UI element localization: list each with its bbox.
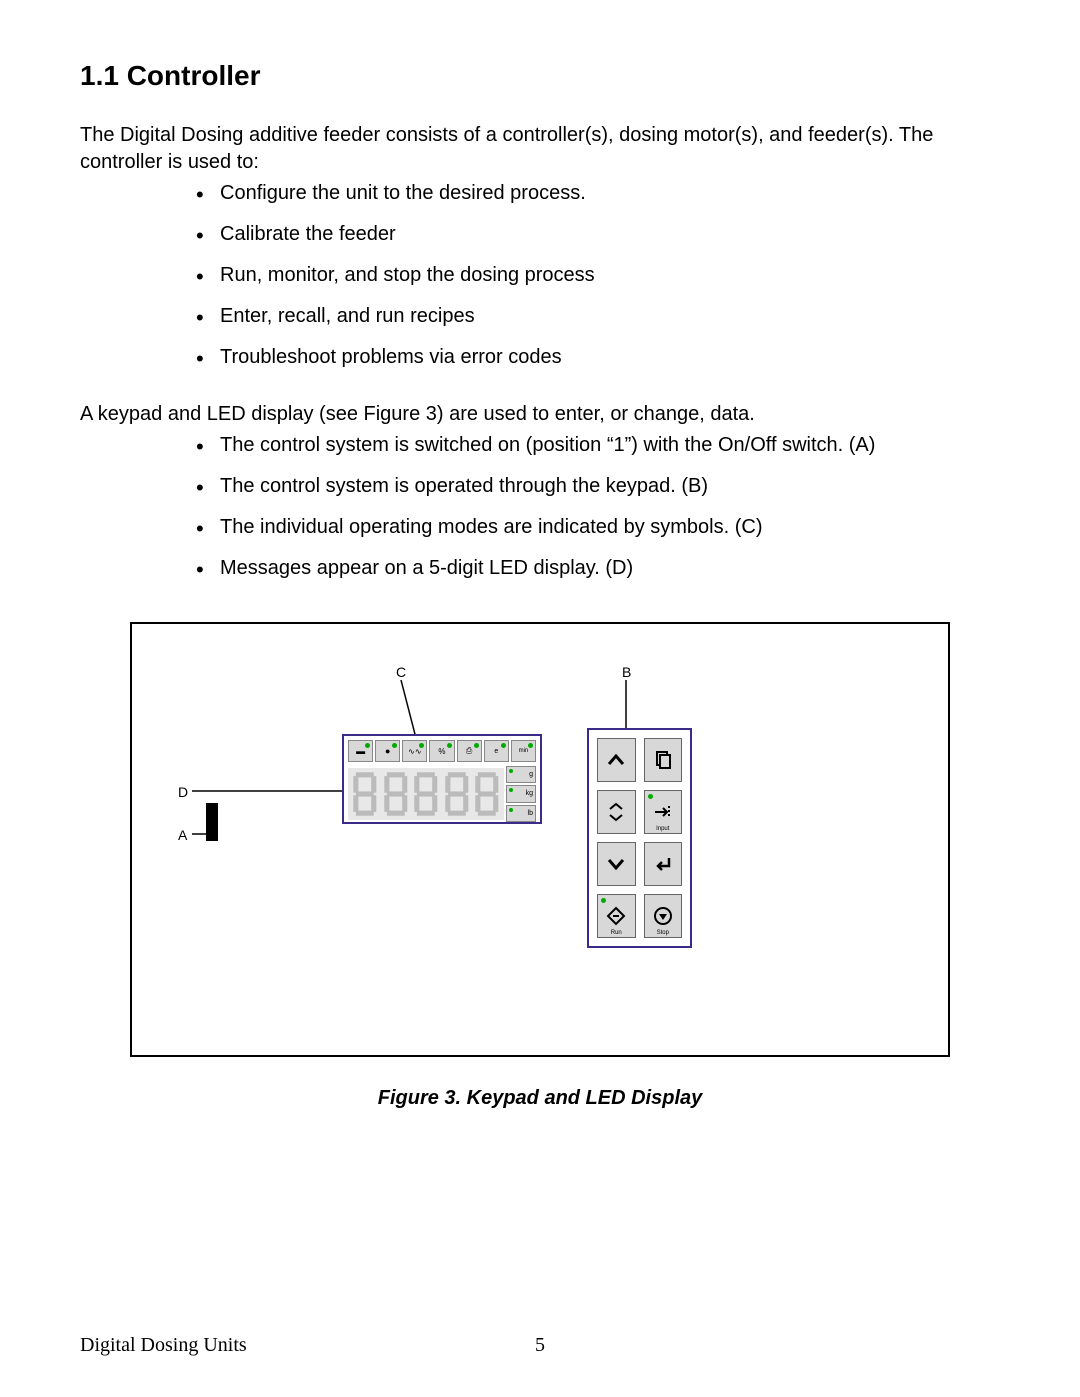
mode-symbol: ▬ <box>348 740 373 762</box>
on-off-switch <box>206 803 218 841</box>
footer-left: Digital Dosing Units <box>80 1334 387 1357</box>
up-key <box>597 738 636 782</box>
figure-frame: C B D A ▬ ● ∿∿ % ⎙ e min <box>130 622 950 1057</box>
updown-key <box>597 790 636 834</box>
intro-paragraph: The Digital Dosing additive feeder consi… <box>80 122 1000 176</box>
mode-symbol: ∿∿ <box>402 740 427 762</box>
leader-lines <box>132 624 948 1055</box>
double-chevron-icon <box>604 800 628 824</box>
list-item: Run, monitor, and stop the dosing proces… <box>220 262 1000 289</box>
list-item: Configure the unit to the desired proces… <box>220 180 1000 207</box>
callout-a: A <box>178 827 187 843</box>
callout-c: C <box>396 664 406 680</box>
mode-symbol: min <box>511 740 536 762</box>
stop-key: Stop <box>644 894 683 938</box>
chevron-up-icon <box>604 748 628 772</box>
list-item: The control system is operated through t… <box>220 473 1000 500</box>
list-item: Calibrate the feeder <box>220 221 1000 248</box>
run-diamond-icon <box>604 904 628 928</box>
callout-b: B <box>622 664 631 680</box>
seven-seg-digit <box>412 771 440 817</box>
keypad-panel: Input Run Stop <box>587 728 692 948</box>
down-key <box>597 842 636 886</box>
seven-seg-digit <box>351 771 379 817</box>
chevron-down-icon <box>604 852 628 876</box>
copy-key <box>644 738 683 782</box>
run-key: Run <box>597 894 636 938</box>
list-item: Messages appear on a 5-digit LED display… <box>220 555 1000 582</box>
input-key: Input <box>644 790 683 834</box>
documents-icon <box>651 748 675 772</box>
input-arrow-icon <box>651 800 675 824</box>
mode-symbol-row: ▬ ● ∿∿ % ⎙ e min <box>348 740 536 762</box>
mode-symbol: ⎙ <box>457 740 482 762</box>
led-digit-row <box>348 768 504 820</box>
list-item: The individual operating modes are indic… <box>220 514 1000 541</box>
enter-key <box>644 842 683 886</box>
seven-seg-digit <box>382 771 410 817</box>
unit-indicator: g <box>506 766 536 783</box>
unit-indicator: lb <box>506 805 536 822</box>
callout-d: D <box>178 784 188 800</box>
figure-3: C B D A ▬ ● ∿∿ % ⎙ e min <box>80 622 1000 1110</box>
figure-caption: Figure 3. Keypad and LED Display <box>80 1087 1000 1110</box>
paragraph-2: A keypad and LED display (see Figure 3) … <box>80 401 1000 428</box>
footer-page-number: 5 <box>387 1334 694 1357</box>
unit-indicator: kg <box>506 785 536 802</box>
bullet-list-2: The control system is switched on (posit… <box>80 432 1000 582</box>
page-footer: Digital Dosing Units 5 <box>80 1334 1000 1357</box>
seven-seg-digit <box>473 771 501 817</box>
led-display-panel: ▬ ● ∿∿ % ⎙ e min <box>342 734 542 824</box>
list-item: The control system is switched on (posit… <box>220 432 1000 459</box>
mode-symbol: % <box>429 740 454 762</box>
mode-symbol: ● <box>375 740 400 762</box>
seven-seg-digit <box>443 771 471 817</box>
list-item: Enter, recall, and run recipes <box>220 303 1000 330</box>
mode-symbol: e <box>484 740 509 762</box>
list-item: Troubleshoot problems via error codes <box>220 344 1000 371</box>
unit-indicator-column: g kg lb <box>506 766 536 822</box>
return-arrow-icon <box>651 852 675 876</box>
stop-circle-icon <box>651 904 675 928</box>
bullet-list-1: Configure the unit to the desired proces… <box>80 180 1000 371</box>
section-heading: 1.1 Controller <box>80 60 1000 92</box>
